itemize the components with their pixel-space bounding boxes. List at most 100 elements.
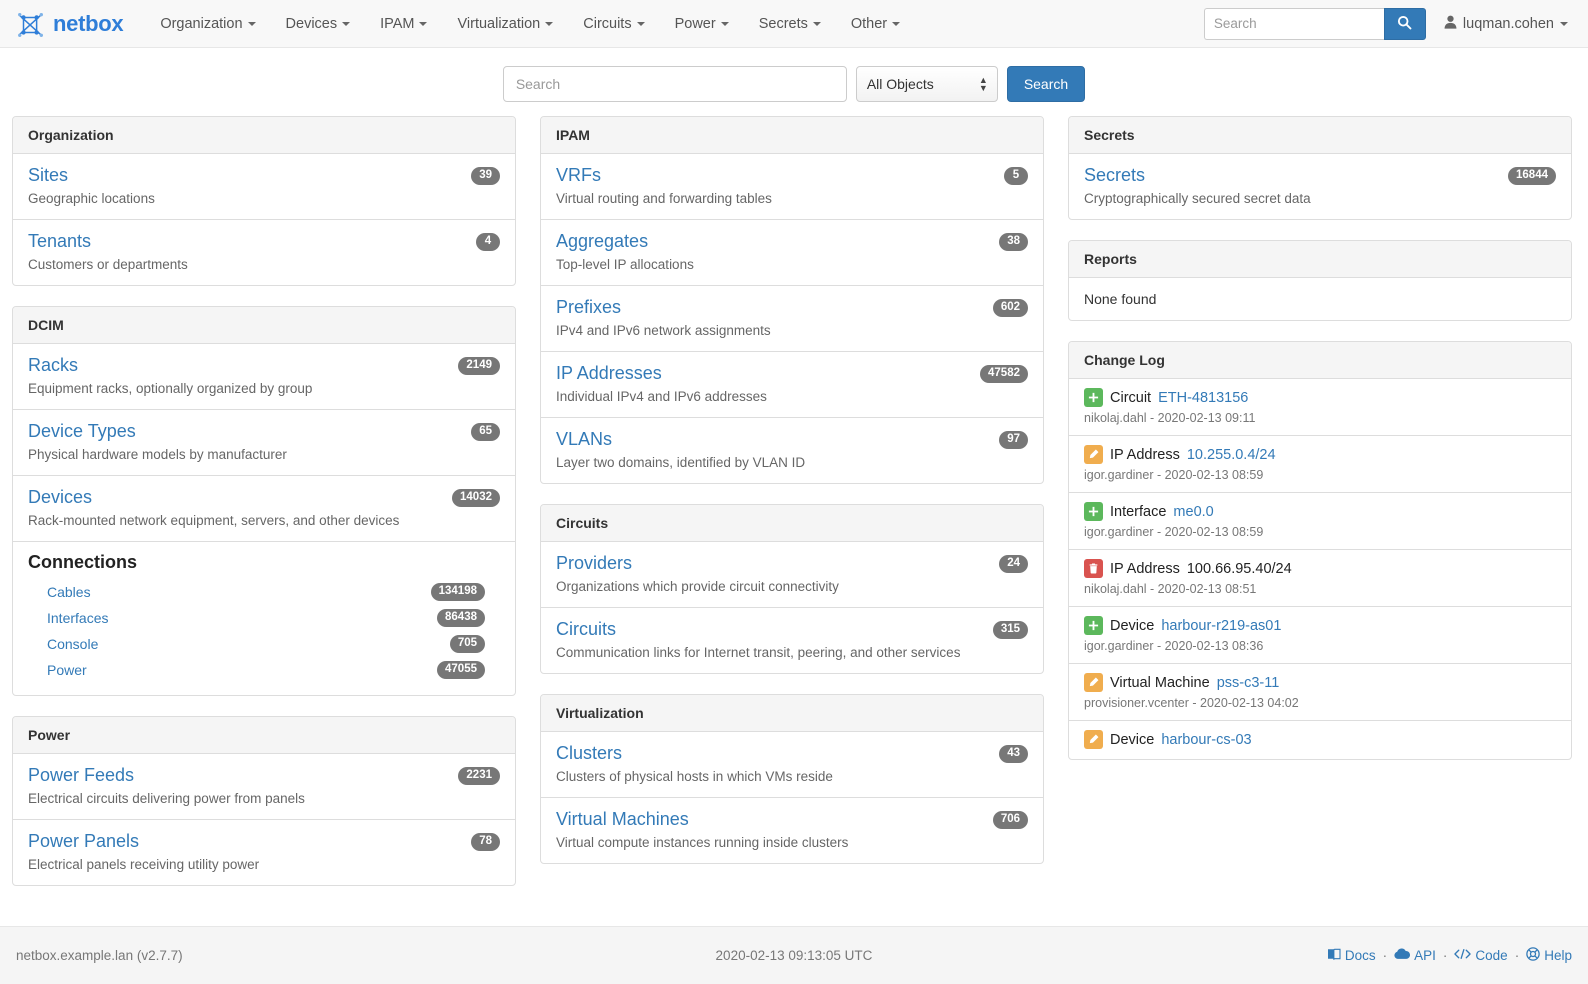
changelog-entry-main: IP Address 100.66.95.40/24 (1084, 559, 1556, 579)
panel-heading: IPAM (541, 117, 1043, 154)
panel-row-power-panels[interactable]: Power Panels Electrical panels receiving… (13, 820, 515, 885)
panel-power: Power Power Feeds Electrical circuits de… (12, 716, 516, 887)
link-power-connections[interactable]: Power (47, 662, 87, 679)
panel-row-circuits[interactable]: Circuits Communication links for Interne… (541, 608, 1043, 673)
search-button[interactable]: Search (1006, 66, 1086, 102)
link-secrets[interactable]: Secrets (1084, 165, 1146, 185)
connections-title: Connections (28, 552, 138, 573)
panel-row-sites[interactable]: Sites Geographic locations 39 (13, 154, 515, 221)
changelog-object-link[interactable]: me0.0 (1173, 503, 1214, 520)
panel-row-devices[interactable]: Devices Rack-mounted network equipment, … (13, 476, 515, 543)
changelog-entry[interactable]: Virtual Machine pss-c3-11 provisioner.vc… (1069, 664, 1571, 722)
link-power-feeds[interactable]: Power Feeds (28, 765, 135, 786)
link-racks[interactable]: Racks (28, 355, 79, 376)
link-aggregates[interactable]: Aggregates (556, 231, 649, 252)
link-prefixes[interactable]: Prefixes (556, 297, 622, 318)
column-right: Secrets Secrets Cryptographically secure… (1068, 116, 1572, 780)
panel-row-secrets[interactable]: Secrets Cryptographically secured secret… (1069, 154, 1571, 219)
nav-item-devices[interactable]: Devices (271, 0, 366, 48)
object-type-value: All Objects (866, 76, 934, 92)
link-devices[interactable]: Devices (28, 487, 93, 508)
search-input[interactable] (502, 66, 847, 102)
nav-item-circuits[interactable]: Circuits (568, 0, 659, 48)
footer-link-code[interactable]: Code (1454, 948, 1508, 963)
trash-icon (1084, 559, 1103, 579)
panel-row-virtual-machines[interactable]: Virtual Machines Virtual compute instanc… (541, 798, 1043, 863)
row-description: Organizations which provide circuit conn… (556, 578, 839, 594)
link-device-types[interactable]: Device Types (28, 421, 136, 442)
lifebuoy-icon (1526, 947, 1540, 964)
changelog-entry[interactable]: Circuit ETH-4813156 nikolaj.dahl - 2020-… (1069, 379, 1571, 437)
connection-item-console[interactable]: Console 705 (28, 631, 500, 657)
row-description: Rack-mounted network equipment, servers,… (28, 512, 400, 528)
footer-link-label: Help (1544, 948, 1572, 963)
link-vlans[interactable]: VLANs (556, 429, 613, 450)
link-tenants[interactable]: Tenants (28, 231, 92, 252)
footer-link-help[interactable]: Help (1526, 947, 1572, 964)
changelog-entry[interactable]: Device harbour-r219-as01 igor.gardiner -… (1069, 607, 1571, 665)
footer-separator: · (1442, 948, 1448, 963)
nav-item-ipam[interactable]: IPAM (365, 0, 442, 48)
link-console[interactable]: Console (47, 636, 99, 653)
link-providers[interactable]: Providers (556, 553, 633, 574)
changelog-entry[interactable]: IP Address 10.255.0.4/24 igor.gardiner -… (1069, 436, 1571, 494)
connection-item-cables[interactable]: Cables 134198 (28, 579, 500, 605)
brand-logo-link[interactable]: netbox (16, 9, 124, 39)
nav-item-organization[interactable]: Organization (145, 0, 270, 48)
panel-row-power-feeds[interactable]: Power Feeds Electrical circuits deliveri… (13, 754, 515, 821)
search-icon (1397, 15, 1412, 33)
changelog-object-type: IP Address (1110, 446, 1180, 463)
panel-row-racks[interactable]: Racks Equipment racks, optionally organi… (13, 344, 515, 411)
panel-row-tenants[interactable]: Tenants Customers or departments 4 (13, 220, 515, 285)
panel-row-vlans[interactable]: VLANs Layer two domains, identified by V… (541, 418, 1043, 483)
panel-row-clusters[interactable]: Clusters Clusters of physical hosts in w… (541, 732, 1043, 799)
changelog-object-type: Device (1110, 617, 1155, 634)
changelog-entry[interactable]: IP Address 100.66.95.40/24 nikolaj.dahl … (1069, 550, 1571, 608)
footer-link-docs[interactable]: Docs (1327, 948, 1376, 964)
connection-item-interfaces[interactable]: Interfaces 86438 (28, 605, 500, 631)
changelog-object-link[interactable]: 10.255.0.4/24 (1186, 446, 1276, 463)
panel-row-vrfs[interactable]: VRFs Virtual routing and forwarding tabl… (541, 154, 1043, 221)
panel-row-aggregates[interactable]: Aggregates Top-level IP allocations 38 (541, 220, 1043, 287)
network-topology-icon (16, 9, 46, 39)
changelog-entry-main: Interface me0.0 (1084, 502, 1556, 522)
panel-row-providers[interactable]: Providers Organizations which provide ci… (541, 542, 1043, 609)
changelog-entry[interactable]: Interface me0.0 igor.gardiner - 2020-02-… (1069, 493, 1571, 551)
link-circuits[interactable]: Circuits (556, 619, 617, 640)
changelog-object-link[interactable]: harbour-cs-03 (1161, 731, 1252, 748)
link-vrfs[interactable]: VRFs (556, 165, 601, 185)
panel-row-ip-addresses[interactable]: IP Addresses Individual IPv4 and IPv6 ad… (541, 352, 1043, 419)
reports-empty-text: None found (1084, 291, 1157, 308)
link-clusters[interactable]: Clusters (556, 743, 623, 764)
link-power-panels[interactable]: Power Panels (28, 831, 140, 852)
panel-row-device-types[interactable]: Device Types Physical hardware models by… (13, 410, 515, 477)
changelog-object-name: 100.66.95.40/24 (1186, 560, 1292, 577)
changelog-object-link[interactable]: pss-c3-11 (1216, 674, 1280, 691)
nav-item-virtualization[interactable]: Virtualization (442, 0, 568, 48)
link-virtual-machines[interactable]: Virtual Machines (556, 809, 689, 830)
navbar-search-input[interactable] (1203, 7, 1384, 40)
changelog-object-link[interactable]: harbour-r219-as01 (1161, 617, 1282, 634)
object-type-select[interactable]: All Objects ▲ ▼ (855, 66, 998, 102)
row-description: Virtual compute instances running inside… (556, 834, 849, 850)
link-sites[interactable]: Sites (28, 165, 69, 185)
nav-item-other[interactable]: Other (836, 0, 915, 48)
nav-item-label: Devices (285, 15, 338, 32)
link-cables[interactable]: Cables (47, 584, 91, 601)
count-badge: 134198 (430, 583, 485, 601)
row-description: Geographic locations (28, 190, 155, 206)
user-menu[interactable]: luqman.cohen (1444, 15, 1572, 33)
link-interfaces[interactable]: Interfaces (47, 610, 109, 627)
nav-item-power[interactable]: Power (660, 0, 744, 48)
navbar-search-button[interactable] (1383, 7, 1426, 40)
panel-row-prefixes[interactable]: Prefixes IPv4 and IPv6 network assignmen… (541, 286, 1043, 353)
footer-link-api[interactable]: API (1394, 948, 1436, 963)
count-badge: 2231 (458, 767, 500, 785)
connection-item-power[interactable]: Power 47055 (28, 657, 500, 683)
changelog-object-link[interactable]: ETH-4813156 (1158, 389, 1249, 406)
link-ip-addresses[interactable]: IP Addresses (556, 363, 662, 384)
changelog-entry[interactable]: Device harbour-cs-03 (1069, 721, 1571, 759)
nav-item-secrets[interactable]: Secrets (744, 0, 836, 48)
chevron-down-icon (342, 21, 351, 26)
changelog-entry-meta: igor.gardiner - 2020-02-13 08:59 (1084, 525, 1264, 540)
